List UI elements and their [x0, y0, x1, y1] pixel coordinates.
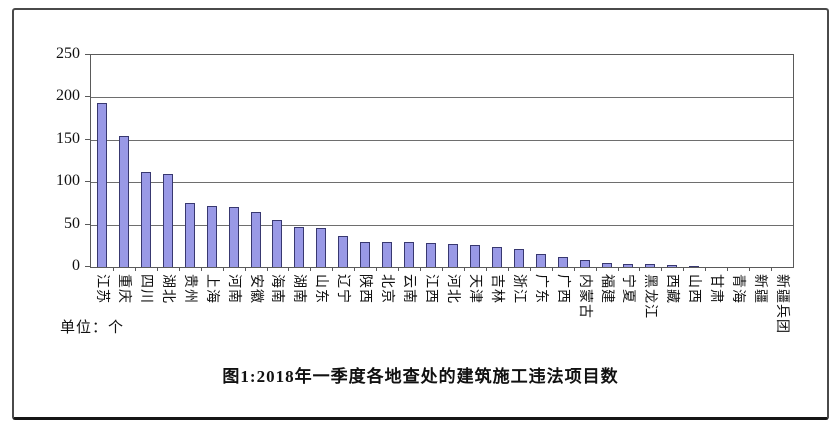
- x-tick-mark: [376, 267, 377, 271]
- x-tick-mark: [113, 267, 114, 271]
- x-tick-mark: [749, 267, 750, 271]
- bar-贵州: [185, 203, 195, 267]
- x-tick-mark: [288, 267, 289, 271]
- x-tick-mark: [223, 267, 224, 271]
- bar-吉林: [492, 247, 502, 267]
- bar-宁夏: [623, 264, 633, 267]
- y-tick-label-200: 200: [56, 87, 80, 105]
- chart-frame: 0 50 100 150 200 250 江苏 重庆 四川 湖北 贵州 上海 河南 安徽 海南 湖南 山东 辽宁…: [12, 8, 829, 420]
- x-tick-mark: [442, 267, 443, 271]
- bar-安徽: [251, 212, 261, 267]
- y-tick-mark: [85, 54, 90, 55]
- bar-海南: [272, 220, 282, 267]
- y-tick-label-0: 0: [72, 257, 80, 274]
- bar-天津: [470, 245, 480, 267]
- bar-上海: [207, 206, 217, 267]
- x-tick-mark: [486, 267, 487, 271]
- bar-福建: [602, 263, 612, 267]
- bar-西藏: [667, 265, 677, 267]
- x-tick-mark: [135, 267, 136, 271]
- bar-湖南: [294, 227, 304, 267]
- x-tick-mark: [398, 267, 399, 271]
- x-tick-mark: [639, 267, 640, 271]
- unit-label: 单位：个: [60, 320, 125, 336]
- bar-河南: [229, 207, 239, 267]
- bar-江西: [426, 243, 436, 267]
- plot-area: [90, 54, 794, 271]
- x-tick-mark: [530, 267, 531, 271]
- bar-北京: [382, 242, 392, 267]
- x-tick-mark: [245, 267, 246, 271]
- x-tick-mark: [332, 267, 333, 271]
- x-tick-mark: [267, 267, 268, 271]
- x-tick-mark: [661, 267, 662, 271]
- bar-黑龙江: [645, 264, 655, 267]
- bar-四川: [141, 172, 151, 267]
- x-tick-mark: [201, 267, 202, 271]
- bar-山西: [689, 266, 699, 267]
- chart-title: 图1:2018年一季度各地查处的建筑施工违法项目数: [222, 367, 619, 386]
- y-tick-label-50: 50: [64, 214, 80, 232]
- x-tick-mark: [310, 267, 311, 271]
- x-tick-mark: [420, 267, 421, 271]
- x-tick-mark: [705, 267, 706, 271]
- bar-云南: [404, 242, 414, 267]
- y-tick-label-250: 250: [56, 45, 80, 62]
- bar-山东: [316, 228, 326, 267]
- x-tick-mark: [464, 267, 465, 271]
- x-tick-mark: [179, 267, 180, 271]
- x-tick-mark: [727, 267, 728, 271]
- x-tick-mark: [618, 267, 619, 271]
- bar-广西: [558, 257, 568, 267]
- y-tick-mark: [85, 96, 90, 98]
- bar-浙江: [514, 249, 524, 267]
- x-tick-mark: [574, 267, 575, 271]
- y-tick-mark: [85, 266, 90, 267]
- x-tick-mark: [596, 267, 597, 271]
- bar-广东: [536, 254, 546, 267]
- bar-湖北: [163, 174, 173, 267]
- bar-陕西: [360, 242, 370, 267]
- bar-江苏: [97, 103, 107, 267]
- gridline-100: [91, 182, 793, 184]
- x-tick-mark: [354, 267, 355, 271]
- x-tick-mark: [683, 267, 684, 271]
- gridline-50: [91, 224, 793, 226]
- gridline-200: [91, 97, 793, 99]
- gridline-150: [91, 139, 793, 141]
- x-tick-mark: [771, 267, 772, 271]
- bar-辽宁: [338, 236, 348, 267]
- y-tick-mark: [85, 223, 90, 225]
- y-tick-mark: [85, 181, 90, 183]
- bar-河北: [448, 244, 458, 267]
- x-tick-mark: [508, 267, 509, 271]
- x-tick-mark: [157, 267, 158, 271]
- y-tick-label-150: 150: [56, 129, 80, 147]
- y-tick-mark: [85, 138, 90, 140]
- x-tick-mark: [552, 267, 553, 271]
- bar-重庆: [119, 136, 129, 267]
- bar-内蒙古: [580, 260, 590, 267]
- y-tick-label-100: 100: [56, 172, 80, 190]
